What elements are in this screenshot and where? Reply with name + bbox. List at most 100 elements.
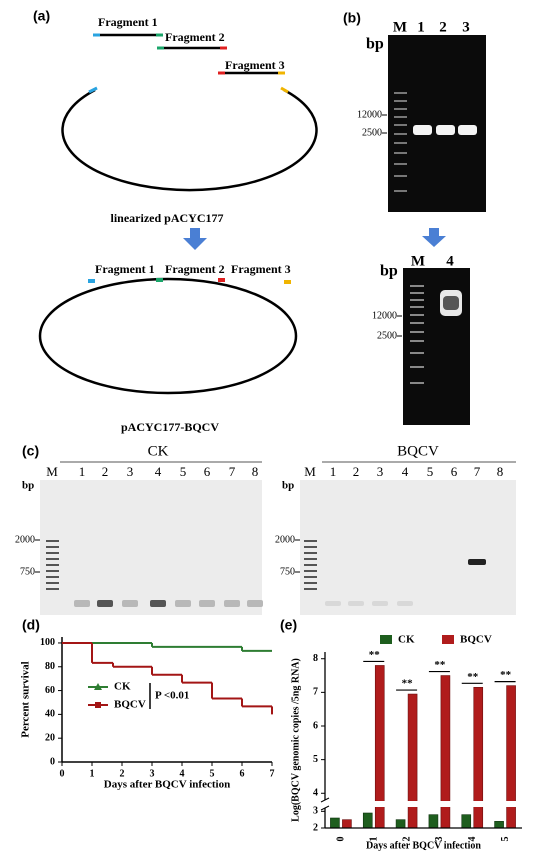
junction: [88, 279, 95, 283]
fragment-label: Fragment 1: [95, 262, 155, 276]
x-tick-label: 4: [467, 837, 478, 842]
panel-label: (d): [22, 617, 40, 633]
ladder-band: [46, 582, 59, 584]
lane-label: 3: [462, 19, 470, 35]
group-title: CK: [148, 443, 169, 459]
vector-end: [88, 86, 98, 94]
arrow: [422, 228, 446, 247]
marker-label: 750: [20, 566, 35, 577]
dimer-band: [97, 600, 113, 607]
panel-label: (b): [343, 10, 361, 26]
gel-image: [388, 35, 486, 212]
dimer-band: [348, 601, 364, 606]
x-tick-label: 3: [150, 768, 155, 779]
dimer-band: [247, 600, 263, 607]
lane-label: 8: [252, 464, 259, 479]
ladder-band: [410, 366, 424, 368]
lane-label: 5: [427, 464, 434, 479]
legend-label: CK: [114, 681, 131, 693]
bar: [362, 812, 373, 829]
axis-break-gap: [326, 801, 523, 807]
ladder-band: [410, 299, 424, 301]
legend-label: BQCV: [460, 634, 492, 646]
lane-label: 2: [353, 464, 360, 479]
y-tick-label: 3: [313, 806, 318, 817]
lane-label: 7: [229, 464, 236, 479]
x-tick-label: 7: [270, 768, 275, 779]
ladder-band: [410, 322, 424, 324]
bar: [330, 817, 340, 829]
legend-label: CK: [398, 634, 415, 646]
lane-label: 1: [79, 464, 86, 479]
ladder-band: [394, 100, 407, 102]
ladder-band: [304, 570, 317, 572]
ladder-band: [304, 546, 317, 548]
dna-band: [468, 559, 486, 565]
y-tick-label: 8: [313, 653, 318, 664]
lane-label: 3: [127, 464, 134, 479]
marker-label: 2500: [377, 330, 397, 341]
gel-image: [40, 480, 262, 615]
ladder-band: [46, 564, 59, 566]
ladder-band: [394, 133, 407, 135]
marker-label: 750: [280, 566, 295, 577]
legend-swatch: [442, 635, 454, 644]
bar: [461, 814, 472, 829]
lane-label: 3: [377, 464, 384, 479]
ladder-band: [46, 558, 59, 560]
marker-label: 12000: [372, 310, 397, 321]
caption: pACYC177-BQCV: [121, 420, 219, 434]
x-tick-label: 0: [60, 768, 65, 779]
y-tick-label: 5: [313, 754, 318, 765]
ladder-band: [304, 552, 317, 554]
significance-mark: **: [402, 678, 414, 690]
ladder-band: [304, 588, 317, 590]
y-tick-label: 80: [45, 661, 55, 672]
fragment-label: Fragment 2: [165, 30, 225, 44]
dimer-band: [325, 601, 341, 606]
x-tick-label: 0: [336, 837, 347, 842]
dimer-band: [397, 601, 413, 606]
ladder-band: [304, 540, 317, 542]
lane-label: 6: [204, 464, 211, 479]
ladder-band: [304, 582, 317, 584]
x-tick-label: 1: [90, 768, 95, 779]
unit-label: bp: [22, 480, 34, 492]
caption: linearized pACYC177: [111, 211, 224, 225]
lane-label: M: [304, 464, 316, 479]
unit-label: bp: [380, 263, 398, 280]
y-tick-label: 100: [40, 637, 55, 648]
ladder-band: [410, 382, 424, 384]
x-tick-label: 5: [210, 768, 215, 779]
x-tick-label: 4: [180, 768, 185, 779]
x-tick-label: 6: [240, 768, 245, 779]
lane-label: 5: [180, 464, 187, 479]
lane-label: 6: [451, 464, 458, 479]
dna-band: [436, 125, 455, 135]
ladder-band: [394, 116, 407, 118]
y-tick-label: 6: [313, 720, 318, 731]
bar: [494, 821, 504, 829]
ladder-band: [410, 314, 424, 316]
ladder-band: [394, 175, 407, 177]
lane-label: 4: [446, 253, 454, 269]
y-axis-label: Log(BQCV genomic copies /5ng RNA): [290, 658, 301, 822]
lane-label: 4: [155, 464, 162, 479]
ladder-band: [46, 552, 59, 554]
junction: [284, 280, 291, 284]
ladder-band: [304, 576, 317, 578]
fragment-label: Fragment 1: [98, 15, 158, 29]
dimer-band: [175, 600, 191, 607]
significance-mark: **: [434, 659, 446, 671]
dimer-band: [199, 600, 215, 607]
y-tick-label: 40: [45, 709, 55, 720]
dna-band: [458, 125, 477, 135]
y-tick-label: 0: [50, 756, 55, 767]
lane-label: 4: [402, 464, 409, 479]
ladder-band: [46, 540, 59, 542]
ladder-band: [410, 285, 424, 287]
x-tick-label: 2: [120, 768, 125, 779]
lane-label: 1: [330, 464, 337, 479]
ladder-band: [394, 92, 407, 94]
